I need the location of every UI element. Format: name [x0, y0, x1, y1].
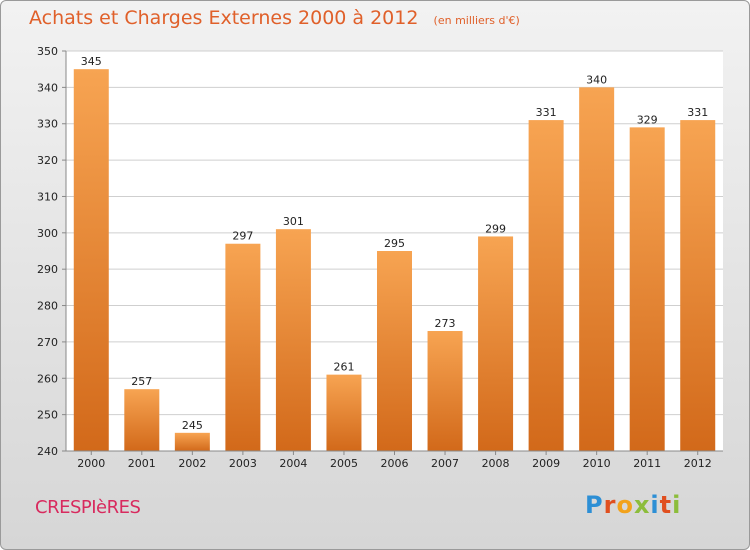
brand-letter: P: [585, 491, 604, 519]
bar-2012: [680, 120, 716, 451]
value-label-2007: 273: [435, 317, 456, 330]
value-label-2008: 299: [485, 222, 506, 235]
chart-subtitle: (en milliers d'€): [433, 14, 520, 27]
value-label-2011: 329: [637, 113, 658, 126]
y-tick-label: 240: [37, 445, 58, 458]
bar-2008: [478, 236, 514, 451]
x-tick-label: 2007: [431, 457, 459, 470]
value-label-2000: 345: [81, 55, 102, 68]
x-tick-label: 2004: [279, 457, 307, 470]
bar-2011: [629, 127, 665, 451]
x-tick-label: 2003: [229, 457, 257, 470]
bar-2007: [427, 331, 463, 451]
value-label-2002: 245: [182, 419, 203, 432]
value-label-2012: 331: [687, 106, 708, 119]
brand-letter: r: [603, 491, 617, 519]
x-tick-label: 2000: [77, 457, 105, 470]
bar-2001: [124, 389, 160, 451]
place-name: CRESPIèRES: [35, 497, 141, 518]
y-tick-label: 290: [37, 263, 58, 276]
bar-2002: [174, 432, 210, 451]
x-tick-label: 2005: [330, 457, 358, 470]
title-row: Achats et Charges Externes 2000 à 2012 (…: [29, 7, 520, 29]
bar-2009: [528, 120, 564, 451]
y-tick-label: 280: [37, 300, 58, 313]
value-label-2004: 301: [283, 215, 304, 228]
x-tick-label: 2012: [684, 457, 712, 470]
x-tick-label: 2011: [633, 457, 661, 470]
brand-letter: o: [616, 491, 634, 519]
x-tick-label: 2010: [583, 457, 611, 470]
brand-letter: i: [672, 491, 682, 519]
x-tick-label: 2001: [128, 457, 156, 470]
y-tick-label: 250: [37, 409, 58, 422]
y-tick-label: 300: [37, 227, 58, 240]
bar-2000: [73, 69, 109, 451]
value-label-2003: 297: [232, 230, 253, 243]
y-tick-label: 260: [37, 372, 58, 385]
x-tick-label: 2009: [532, 457, 560, 470]
y-axis: 240 250 260 270 280 290 300 310 320 330 340 350: [37, 45, 67, 458]
brand-letter: t: [659, 491, 673, 519]
bar-2006: [377, 251, 412, 451]
value-label-2006: 295: [384, 237, 405, 250]
x-tick-label: 2006: [381, 457, 409, 470]
bar-2003: [225, 243, 261, 451]
y-tick-label: 330: [37, 118, 58, 131]
data-labels: 345 257 245 297 301 261 295 273 299 331 340 329 331: [81, 55, 708, 432]
brand-letter: x: [633, 491, 651, 519]
value-label-2010: 340: [586, 73, 607, 86]
x-tick-label: 2002: [178, 457, 206, 470]
bar-2005: [326, 374, 362, 451]
bar-2004: [275, 229, 311, 451]
y-tick-label: 350: [37, 45, 58, 58]
value-label-2001: 257: [131, 375, 152, 388]
y-tick-label: 320: [37, 154, 58, 167]
x-tick-label: 2008: [482, 457, 510, 470]
chart-title: Achats et Charges Externes 2000 à 2012: [29, 7, 419, 29]
brand-letter: i: [650, 491, 660, 519]
y-tick-label: 340: [37, 81, 58, 94]
bars: [73, 69, 716, 451]
brand-logo: Proxiti: [585, 491, 681, 519]
y-tick-label: 270: [37, 336, 58, 349]
bar-2010: [579, 87, 615, 451]
value-label-2005: 261: [333, 361, 354, 374]
x-axis: 2000 2001 2002 2003 2004 2005 2006 2007 2008 2009…: [66, 450, 723, 470]
value-label-2009: 331: [536, 106, 557, 119]
y-tick-label: 310: [37, 190, 58, 203]
